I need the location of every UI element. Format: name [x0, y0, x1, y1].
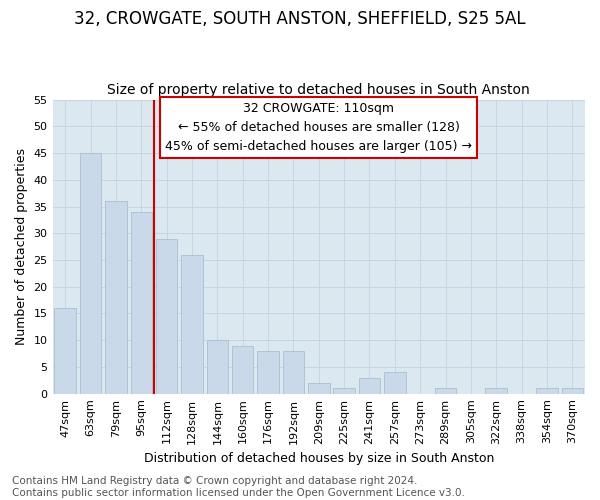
- Bar: [181, 254, 203, 394]
- Bar: [435, 388, 457, 394]
- Text: 32 CROWGATE: 110sqm
← 55% of detached houses are smaller (128)
45% of semi-detac: 32 CROWGATE: 110sqm ← 55% of detached ho…: [165, 102, 472, 154]
- Bar: [384, 372, 406, 394]
- Text: 32, CROWGATE, SOUTH ANSTON, SHEFFIELD, S25 5AL: 32, CROWGATE, SOUTH ANSTON, SHEFFIELD, S…: [74, 10, 526, 28]
- Bar: [283, 351, 304, 394]
- Bar: [359, 378, 380, 394]
- Y-axis label: Number of detached properties: Number of detached properties: [15, 148, 28, 345]
- Bar: [131, 212, 152, 394]
- Bar: [334, 388, 355, 394]
- Bar: [308, 383, 329, 394]
- Bar: [257, 351, 279, 394]
- Text: Contains HM Land Registry data © Crown copyright and database right 2024.
Contai: Contains HM Land Registry data © Crown c…: [12, 476, 465, 498]
- Bar: [105, 201, 127, 394]
- Bar: [80, 153, 101, 394]
- Bar: [562, 388, 583, 394]
- Bar: [206, 340, 228, 394]
- Bar: [536, 388, 558, 394]
- X-axis label: Distribution of detached houses by size in South Anston: Distribution of detached houses by size …: [143, 452, 494, 465]
- Bar: [55, 308, 76, 394]
- Bar: [232, 346, 253, 394]
- Title: Size of property relative to detached houses in South Anston: Size of property relative to detached ho…: [107, 83, 530, 97]
- Bar: [156, 238, 178, 394]
- Bar: [485, 388, 507, 394]
